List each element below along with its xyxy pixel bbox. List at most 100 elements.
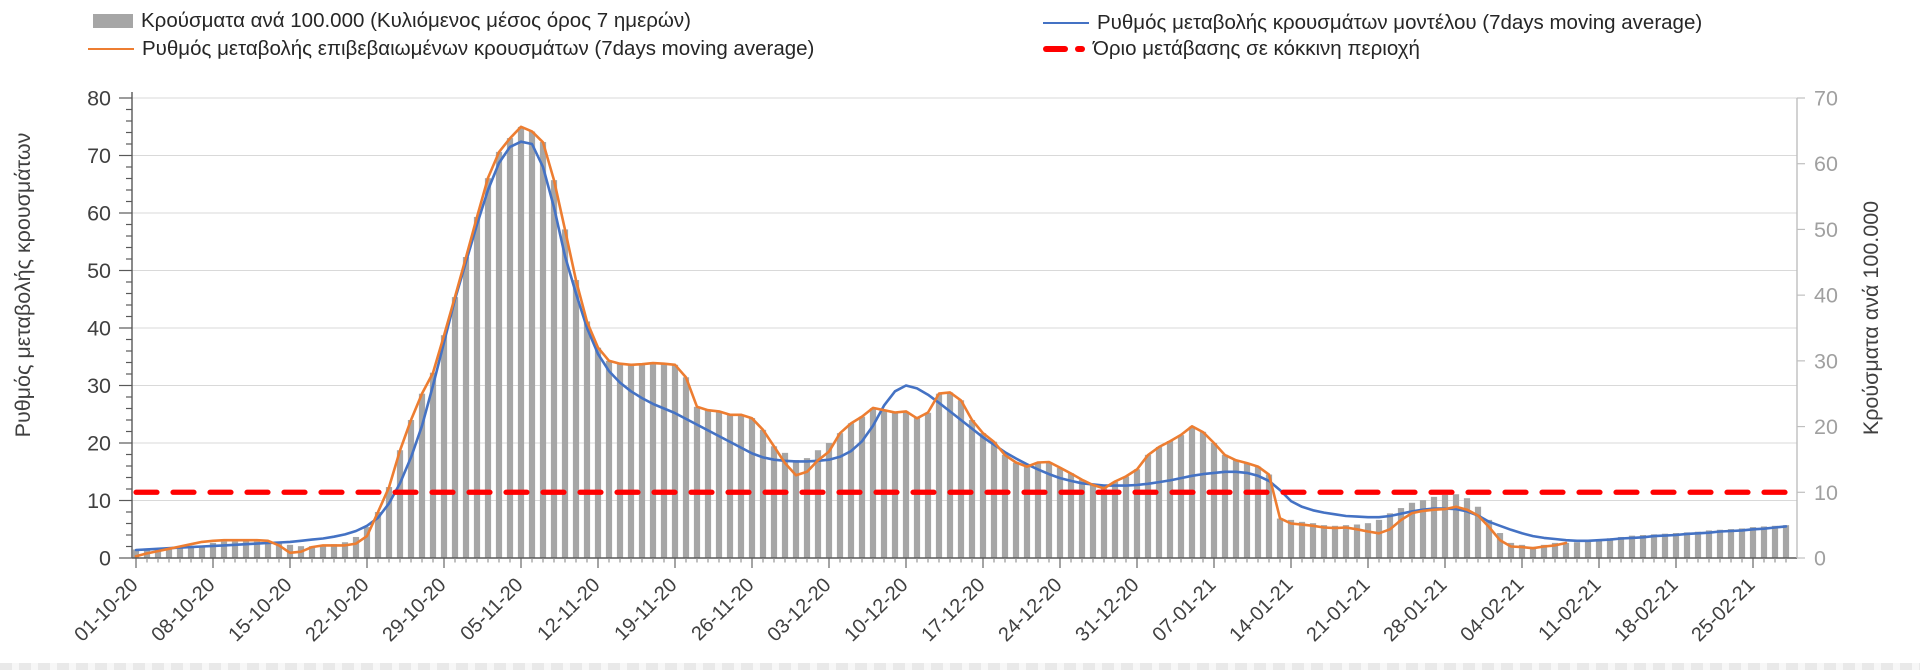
bar	[1386, 513, 1394, 558]
bar	[1705, 530, 1713, 558]
bar	[594, 347, 602, 558]
bar	[1760, 526, 1768, 558]
bar	[748, 418, 756, 558]
svg-text:25-02-21: 25-02-21	[1687, 574, 1759, 646]
bar	[374, 512, 382, 558]
bar	[1331, 525, 1339, 558]
svg-text:08-10-20: 08-10-20	[147, 574, 219, 646]
bar	[1408, 502, 1416, 558]
bar	[1276, 518, 1284, 558]
bar	[1650, 534, 1658, 558]
cases-bars-series	[132, 126, 1790, 559]
bar	[1782, 525, 1790, 558]
svg-text:50: 50	[1814, 218, 1838, 242]
bar	[341, 542, 349, 558]
bar	[1012, 462, 1020, 558]
bar	[275, 543, 283, 558]
bar	[539, 142, 547, 558]
legend-label-threshold: Όριο μετάβασης σε κόκκινη περιοχή	[1093, 37, 1420, 60]
bar	[1298, 521, 1306, 558]
bar	[638, 364, 646, 558]
bar	[1606, 538, 1614, 558]
bar	[627, 364, 635, 558]
bar	[154, 548, 162, 558]
bar	[880, 410, 888, 558]
bar	[869, 408, 877, 558]
svg-text:24-12-20: 24-12-20	[994, 574, 1066, 646]
bar	[484, 178, 492, 558]
bar	[1023, 466, 1031, 558]
bar	[1100, 488, 1108, 558]
svg-text:07-01-21: 07-01-21	[1148, 574, 1220, 646]
bar	[1661, 533, 1669, 558]
bar	[550, 180, 558, 558]
bar	[1672, 533, 1680, 558]
bar	[1496, 533, 1504, 558]
bar	[605, 360, 613, 558]
svg-text:30: 30	[87, 374, 111, 398]
bar	[990, 441, 998, 558]
bar	[1342, 525, 1350, 558]
svg-text:17-12-20: 17-12-20	[917, 574, 989, 646]
svg-text:0: 0	[1814, 547, 1826, 571]
bar	[1353, 524, 1361, 558]
svg-text:0: 0	[99, 547, 111, 571]
bar	[1595, 539, 1603, 558]
bar	[429, 372, 437, 558]
bar	[1232, 460, 1240, 558]
svg-text:11-02-21: 11-02-21	[1534, 574, 1605, 645]
bar	[1738, 528, 1746, 558]
bar	[1078, 479, 1086, 558]
bar	[1573, 542, 1581, 558]
bar	[649, 362, 657, 558]
bar	[1001, 454, 1009, 558]
bar	[935, 393, 943, 558]
bar	[308, 546, 316, 558]
bar	[330, 544, 338, 558]
bar	[517, 126, 525, 559]
right-axis-title: Κρούσματα ανά 100.000	[1859, 201, 1883, 435]
svg-text:40: 40	[87, 317, 111, 341]
bar	[363, 527, 371, 558]
bar	[1320, 525, 1328, 558]
bar	[693, 406, 701, 558]
bar	[352, 536, 360, 558]
bar	[165, 548, 173, 558]
bar	[1089, 485, 1097, 558]
bar	[396, 450, 404, 558]
bar	[1221, 454, 1229, 558]
svg-text:18-02-21: 18-02-21	[1610, 574, 1682, 646]
left-axis-title: Ρυθμός μεταβολής κρουσμάτων	[11, 133, 35, 438]
bar	[1133, 469, 1141, 558]
bar	[528, 131, 536, 558]
svg-text:40: 40	[1814, 284, 1838, 308]
bar	[715, 411, 723, 558]
bar	[231, 541, 239, 558]
bar	[1485, 519, 1493, 558]
bar	[220, 541, 228, 558]
svg-text:70: 70	[1814, 87, 1838, 111]
bar	[506, 138, 514, 559]
bar	[1034, 462, 1042, 558]
bar	[451, 297, 459, 558]
bar	[187, 547, 195, 558]
bar	[946, 392, 954, 558]
svg-text:31-12-20: 31-12-20	[1071, 574, 1143, 646]
bar	[264, 542, 272, 558]
bar	[440, 335, 448, 558]
bar	[1518, 544, 1526, 558]
svg-text:29-10-20: 29-10-20	[378, 574, 450, 646]
bar	[1474, 506, 1482, 558]
svg-text:70: 70	[87, 144, 111, 168]
bar	[495, 151, 503, 558]
bar	[209, 542, 217, 558]
bar	[1771, 525, 1779, 558]
model-line-swatch	[1043, 21, 1089, 25]
svg-text:19-11-20: 19-11-20	[610, 574, 681, 645]
bar	[1364, 523, 1372, 558]
bar	[1243, 463, 1251, 558]
bar	[924, 412, 932, 558]
bar	[682, 377, 690, 558]
bar	[814, 450, 822, 558]
